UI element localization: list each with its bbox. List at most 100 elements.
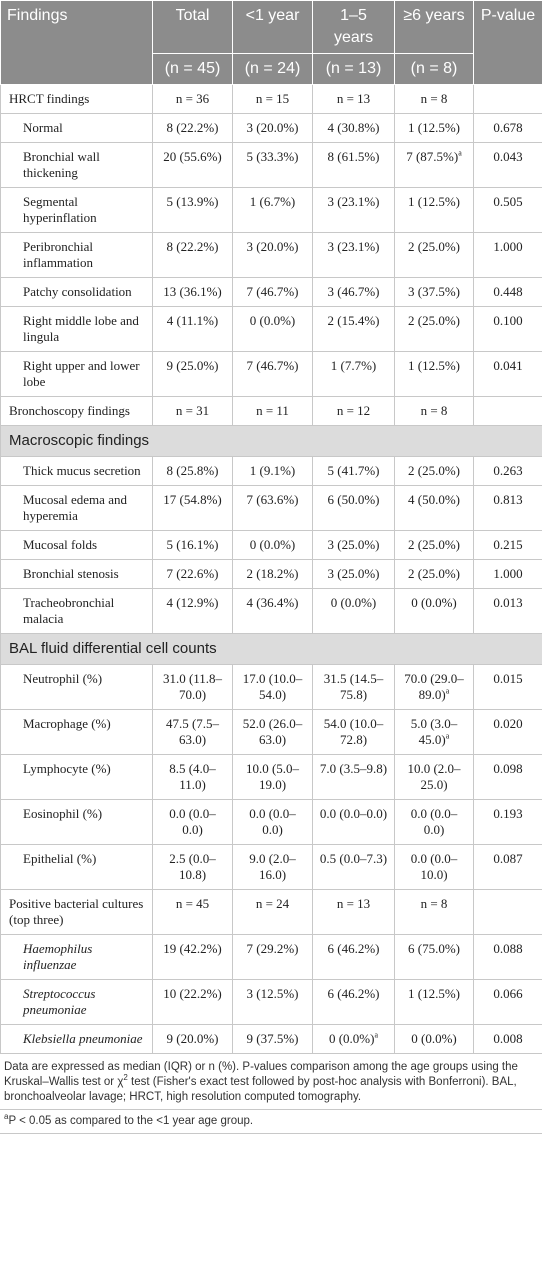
p-value: 1.000	[473, 232, 542, 278]
cell-value: 10.0 (2.0–25.0)	[407, 761, 461, 792]
cell-value: 31.0 (11.8–70.0)	[162, 671, 223, 702]
group-count: n = 8	[394, 396, 474, 426]
table-row: Klebsiella pneumoniae 9 (20.0%) 9 (37.5%) 0…	[0, 1024, 542, 1054]
data-cell: 9 (20.0%)	[152, 1024, 233, 1054]
data-cell: 0.0 (0.0–0.0)	[232, 799, 313, 845]
cell-value: 0.0 (0.0–10.0)	[410, 851, 458, 882]
group-label: Positive bacterial cultures (top three)	[0, 889, 153, 935]
footnote-superscript: a	[4, 1112, 9, 1122]
row-label: Streptococcus pneumoniae	[0, 979, 153, 1025]
group-label: Bronchoscopy findings	[0, 396, 153, 426]
data-cell: 8 (22.2%)	[152, 232, 233, 278]
table-row: Patchy consolidation 13 (36.1%) 7 (46.7%) 3…	[0, 277, 542, 307]
footnote-text: Data are expressed as median (IQR) or n …	[4, 1061, 518, 1088]
cell-value: 2.5 (0.0–10.8)	[169, 851, 216, 882]
cell-value: 6 (50.0%)	[327, 492, 380, 507]
cell-superscript: a	[458, 148, 462, 158]
p-value: 0.505	[473, 187, 542, 233]
cell-value: 5.0 (3.0–45.0)	[410, 716, 458, 747]
p-value: 1.000	[473, 559, 542, 589]
p-value: 0.015	[473, 664, 542, 710]
cell-value: 7 (63.6%)	[246, 492, 299, 507]
data-cell: 2 (25.0%)	[394, 306, 474, 352]
data-cell: 0.0 (0.0–10.0)	[394, 844, 474, 890]
data-cell: 4 (12.9%)	[152, 588, 233, 634]
cell-value: 4 (50.0%)	[408, 492, 460, 507]
empty-cell	[473, 889, 542, 935]
cell-value: 70.0 (29.0–89.0)	[404, 671, 464, 702]
group-count: n = 45	[152, 889, 233, 935]
row-label: Mucosal edema and hyperemia	[0, 485, 153, 531]
table-row: Right upper and lower lobe 9 (25.0%) 7 (46…	[0, 351, 542, 397]
cell-value: 7.0 (3.5–9.8)	[319, 761, 388, 776]
p-value: 0.008	[473, 1024, 542, 1054]
data-cell: 4 (11.1%)	[152, 306, 233, 352]
cell-value: 0.0 (0.0–0.0)	[169, 806, 216, 837]
cell-value: 0.5 (0.0–7.3)	[319, 851, 388, 866]
p-value: 0.041	[473, 351, 542, 397]
data-cell: 3 (25.0%)	[312, 530, 395, 560]
cell-value: 2 (25.0%)	[408, 313, 460, 328]
cell-superscript: a	[445, 731, 450, 741]
cell-superscript: a	[374, 1030, 379, 1040]
data-cell: 5 (16.1%)	[152, 530, 233, 560]
table-row: BAL fluid differential cell counts	[0, 633, 542, 665]
footnote: aP < 0.05 as compared to the <1 year age…	[0, 1110, 542, 1134]
table-row: Bronchial wall thickening 20 (55.6%) 5 (33…	[0, 142, 542, 188]
data-cell: 4 (50.0%)	[394, 485, 474, 531]
cell-value: 4 (11.1%)	[166, 313, 219, 328]
cell-value: 3 (46.7%)	[327, 284, 380, 299]
p-value: 0.087	[473, 844, 542, 890]
table-row: Neutrophil (%) 31.0 (11.8–70.0) 17.0 (10.0…	[0, 664, 542, 710]
data-cell: 4 (36.4%)	[232, 588, 313, 634]
p-value: 0.215	[473, 530, 542, 560]
data-cell: 2 (25.0%)	[394, 456, 474, 486]
data-cell: 3 (20.0%)	[232, 113, 313, 143]
column-header: Total	[152, 0, 233, 54]
data-cell: 5 (13.9%)	[152, 187, 233, 233]
cell-value: 0.0 (0.0–0.0)	[319, 806, 388, 821]
data-cell: 1 (7.7%)	[312, 351, 395, 397]
cell-value: 1 (12.5%)	[408, 120, 460, 135]
table-row: Tracheobronchial malacia 4 (12.9%) 4 (36.4…	[0, 588, 542, 634]
data-cell: 2.5 (0.0–10.8)	[152, 844, 233, 890]
row-label: Epithelial (%)	[0, 844, 153, 890]
section-header: BAL fluid differential cell counts	[0, 633, 542, 665]
cell-value: 17 (54.8%)	[163, 492, 222, 507]
data-cell: 10.0 (2.0–25.0)	[394, 754, 474, 800]
table-row: Normal 8 (22.2%) 3 (20.0%) 4 (30.8%) 1 (12.5…	[0, 113, 542, 143]
data-cell: 17 (54.8%)	[152, 485, 233, 531]
data-cell: 5 (33.3%)	[232, 142, 313, 188]
data-cell: 8.5 (4.0–11.0)	[152, 754, 233, 800]
group-count: n = 36	[152, 84, 233, 114]
cell-value: 0 (0.0%)	[330, 595, 377, 610]
data-cell: 7.0 (3.5–9.8)	[312, 754, 395, 800]
table-row: Streptococcus pneumoniae 10 (22.2%) 3 (12.…	[0, 979, 542, 1025]
empty-cell	[473, 84, 542, 114]
data-cell: 0 (0.0%)a	[312, 1024, 395, 1054]
p-value: 0.263	[473, 456, 542, 486]
table-row: Eosinophil (%) 0.0 (0.0–0.0) 0.0 (0.0–0.0)…	[0, 799, 542, 845]
column-n: (n = 13)	[312, 53, 395, 85]
cell-value: 17.0 (10.0–54.0)	[242, 671, 303, 702]
footnotes: Data are expressed as median (IQR) or n …	[0, 1054, 542, 1134]
row-label: Right middle lobe and lingula	[0, 306, 153, 352]
data-cell: 13 (36.1%)	[152, 277, 233, 307]
table-row: Peribronchial inflammation 8 (22.2%) 3 (20…	[0, 232, 542, 278]
cell-value: 2 (25.0%)	[408, 463, 460, 478]
table-row: Thick mucus secretion 8 (25.8%) 1 (9.1%) 5 …	[0, 456, 542, 486]
data-cell: 9.0 (2.0–16.0)	[232, 844, 313, 890]
data-cell: 17.0 (10.0–54.0)	[232, 664, 313, 710]
group-count: n = 8	[394, 84, 474, 114]
table-header: Findings Total <1 year 1–5 years ≥6 years P-v…	[0, 0, 542, 85]
data-cell: 3 (37.5%)	[394, 277, 474, 307]
cell-value: 1 (12.5%)	[408, 194, 460, 209]
empty-cell	[473, 396, 542, 426]
data-cell: 3 (23.1%)	[312, 187, 395, 233]
column-n: (n = 45)	[152, 53, 233, 85]
footnote-superscript: 2	[123, 1073, 128, 1083]
cell-value: 5 (16.1%)	[166, 537, 219, 552]
row-label: Haemophilus influenzae	[0, 934, 153, 980]
cell-value: 2 (18.2%)	[246, 566, 299, 581]
